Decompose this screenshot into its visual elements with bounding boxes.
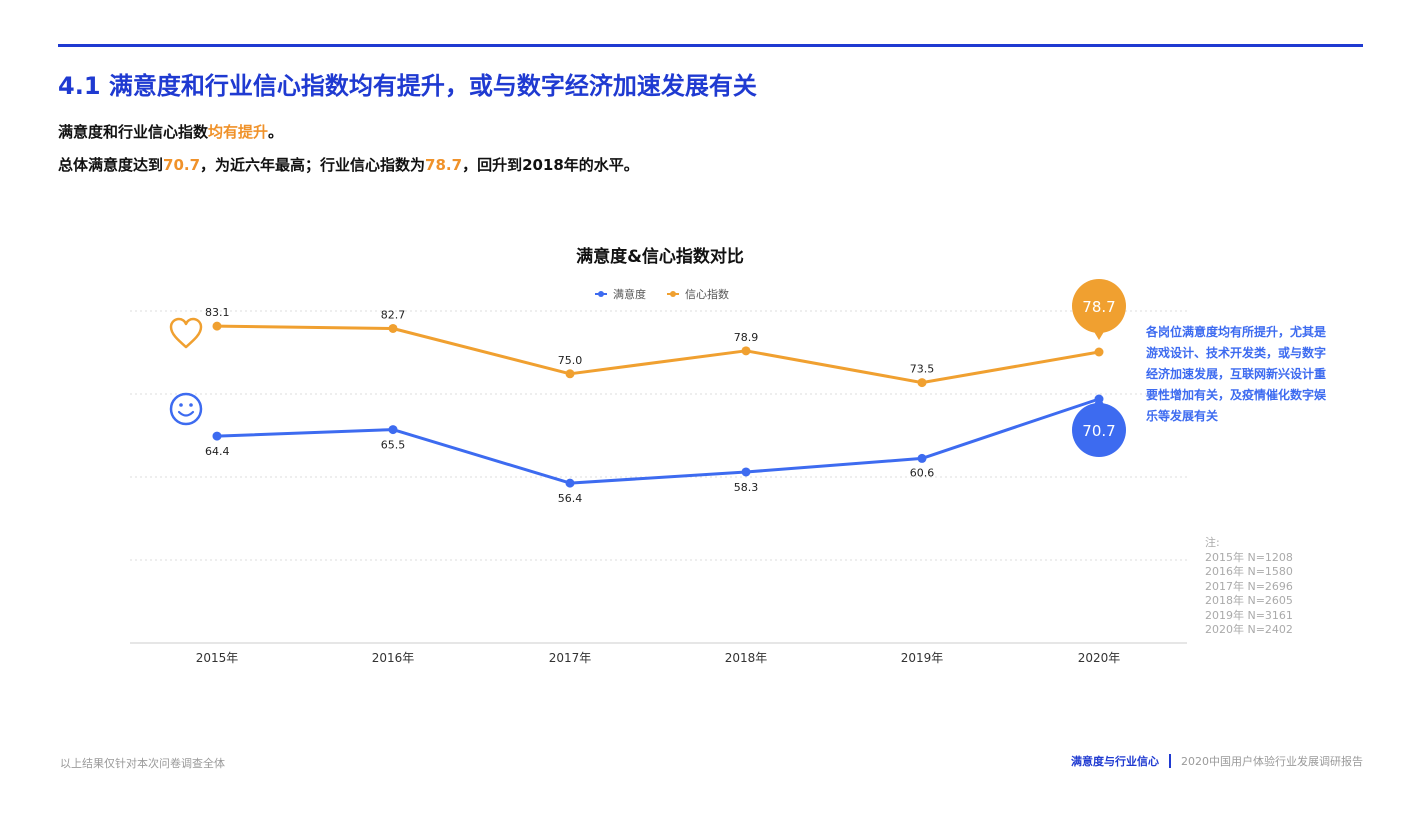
lead-line-2: 总体满意度达到70.7，为近六年最高；行业信心指数为78.7，回升到2018年的… <box>58 154 639 175</box>
satisfaction-point <box>212 431 222 441</box>
satisfaction-data-label: 60.6 <box>910 466 935 479</box>
satisfaction-point <box>917 453 927 463</box>
confidence-data-label: 83.1 <box>205 306 230 319</box>
x-tick-label: 2015年 <box>196 651 239 665</box>
heart-icon <box>169 317 203 349</box>
sample-size-notes: 注: 2015年 N=1208 2016年 N=1580 2017年 N=269… <box>1205 536 1293 638</box>
satisfaction-data-label: 65.5 <box>381 439 406 452</box>
note-line: 2015年 N=1208 <box>1205 550 1293 564</box>
confidence-highlight-bubble <box>1072 279 1126 333</box>
lead-1-suffix: 。 <box>268 123 284 141</box>
x-tick-label: 2016年 <box>372 651 415 665</box>
x-tick-label: 2019年 <box>901 651 944 665</box>
side-note: 各岗位满意度均有所提升，尤其是游戏设计、技术开发类，或与数字经济加速发展，互联网… <box>1146 325 1327 423</box>
page-title: 4.1 满意度和行业信心指数均有提升，或与数字经济加速发展有关 <box>58 72 757 100</box>
confidence-point <box>917 378 927 388</box>
confidence-line <box>216 324 1100 385</box>
footer-report-name: 2020中国用户体验行业发展调研报告 <box>1181 755 1363 768</box>
lead-2-value-2: 78.7 <box>425 156 463 174</box>
x-tick-label: 2017年 <box>549 651 592 665</box>
lead-1-highlight: 均有提升 <box>208 123 269 141</box>
smiley-eye-left <box>179 403 183 407</box>
notes-title: 注: <box>1205 536 1220 549</box>
confidence-point <box>212 321 222 331</box>
lead-2-part-3: ，回升到2018年的水平。 <box>462 156 639 174</box>
chart-title: 满意度&信心指数对比 <box>576 246 744 267</box>
confidence-point <box>565 369 575 379</box>
note-line: 2017年 N=2696 <box>1205 579 1293 593</box>
footer-divider <box>1169 754 1171 768</box>
satisfaction-line <box>216 397 1100 485</box>
legend-label-satisfaction: 满意度 <box>613 287 646 301</box>
legend-label-confidence: 信心指数 <box>685 287 729 301</box>
satisfaction-highlight-label: 70.7 <box>1082 422 1115 440</box>
note-line: 2020年 N=2402 <box>1205 623 1293 636</box>
confidence-data-label: 75.0 <box>558 354 583 367</box>
confidence-point <box>388 323 398 333</box>
note-line: 2018年 N=2605 <box>1205 594 1293 607</box>
confidence-data-label: 73.5 <box>910 363 935 376</box>
satisfaction-data-label: 56.4 <box>558 492 583 505</box>
lead-2-value-1: 70.7 <box>163 156 201 174</box>
footer-right: 满意度与行业信心 2020中国用户体验行业发展调研报告 <box>1071 753 1363 769</box>
footer-section-name: 满意度与行业信心 <box>1071 755 1159 768</box>
confidence-point <box>741 346 751 356</box>
confidence-data-label: 82.7 <box>381 308 406 321</box>
satisfaction-point <box>388 425 398 435</box>
note-line: 2019年 N=3161 <box>1205 608 1293 622</box>
legend-marker-confidence <box>670 291 676 297</box>
lead-2-part-1: 总体满意度达到 <box>58 156 164 174</box>
footer-disclaimer: 以上结果仅针对本次问卷调查全体 <box>60 757 225 770</box>
satisfaction-bubble-pointer <box>1093 396 1105 406</box>
header-rule <box>58 44 1363 47</box>
lead-line-1: 满意度和行业信心指数均有提升。 <box>58 121 283 142</box>
confidence-highlight-label: 78.7 <box>1082 298 1115 316</box>
x-tick-label: 2020年 <box>1078 651 1121 665</box>
satisfaction-point <box>741 467 751 477</box>
confidence-point <box>1094 347 1104 357</box>
confidence-bubble-pointer <box>1093 330 1105 340</box>
confidence-data-label: 78.9 <box>734 331 759 344</box>
satisfaction-data-label: 58.3 <box>734 481 759 494</box>
lead-1-prefix: 满意度和行业信心指数 <box>58 123 209 141</box>
smiley-eye-right <box>189 403 193 407</box>
note-line: 2016年 N=1580 <box>1205 565 1293 578</box>
satisfaction-highlight-bubble <box>1072 403 1126 457</box>
satisfaction-point <box>565 478 575 488</box>
x-tick-label: 2018年 <box>725 651 768 665</box>
smiley-mouth <box>177 410 195 417</box>
smiley-face-icon <box>169 392 203 426</box>
lead-2-part-2: ，为近六年最高；行业信心指数为 <box>200 156 426 174</box>
satisfaction-data-label: 64.4 <box>205 445 230 458</box>
